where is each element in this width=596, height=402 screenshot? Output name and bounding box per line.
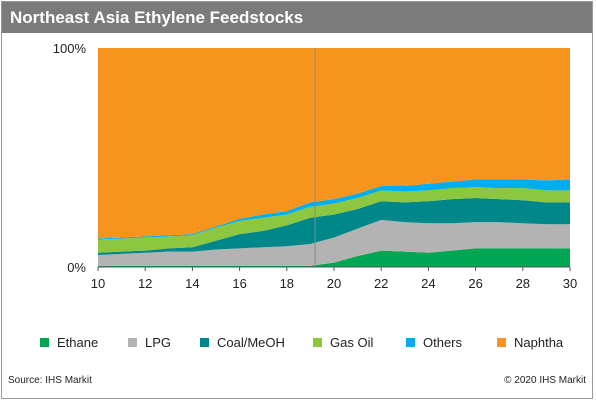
x-tick-label: 18 — [280, 276, 294, 291]
legend-item-coal-meoh: Coal/MeOH — [200, 333, 285, 351]
legend-label: Naphtha — [514, 334, 564, 350]
x-tick-label: 12 — [138, 276, 152, 291]
x-tick-label: 16 — [232, 276, 246, 291]
copyright-note: © 2020 IHS Markit — [504, 375, 586, 386]
area-naphtha — [98, 48, 570, 239]
legend-item-lpg: LPG — [128, 333, 171, 351]
chart-title: Northeast Asia Ethylene Feedstocks — [10, 8, 304, 27]
legend-swatch — [40, 337, 49, 347]
x-tick-label: 22 — [374, 276, 388, 291]
area-ethane — [98, 248, 570, 267]
area-gas-oil — [98, 187, 570, 253]
x-tick-label: 14 — [185, 276, 199, 291]
legend-label: Coal/MeOH — [217, 334, 285, 350]
legend-item-gas-oil: Gas Oil — [313, 333, 373, 351]
y-tick-label: 100% — [53, 41, 87, 56]
legend-item-naphtha: Naphtha — [497, 333, 563, 351]
legend-label: LPG — [145, 334, 172, 350]
legend-swatch — [406, 337, 415, 347]
title-bar: Northeast Asia Ethylene Feedstocks — [2, 2, 592, 33]
legend-item-others: Others — [406, 333, 462, 351]
legend-swatch — [128, 337, 137, 347]
legend-label: Gas Oil — [330, 334, 374, 350]
x-tick-label: 26 — [468, 276, 482, 291]
legend-swatch — [313, 337, 322, 347]
legend-swatch — [200, 337, 209, 347]
legend-swatch — [497, 337, 506, 347]
y-tick-label: 0% — [67, 260, 86, 275]
x-tick-label: 20 — [327, 276, 341, 291]
area-lpg — [98, 219, 570, 266]
x-tick-label: 28 — [516, 276, 530, 291]
area-others — [98, 179, 570, 240]
x-tick-label: 30 — [563, 276, 577, 291]
chart-legend: Ethane LPG Coal/MeOH Gas Oil Others Naphtha — [0, 333, 592, 351]
legend-label: Ethane — [57, 334, 99, 350]
area-coal-meoh — [98, 198, 570, 255]
legend-item-ethane: Ethane — [40, 333, 98, 351]
x-tick-label: 10 — [91, 276, 105, 291]
legend-label: Others — [423, 334, 463, 350]
x-tick-label: 24 — [421, 276, 435, 291]
source-note: Source: IHS Markit — [8, 375, 92, 386]
